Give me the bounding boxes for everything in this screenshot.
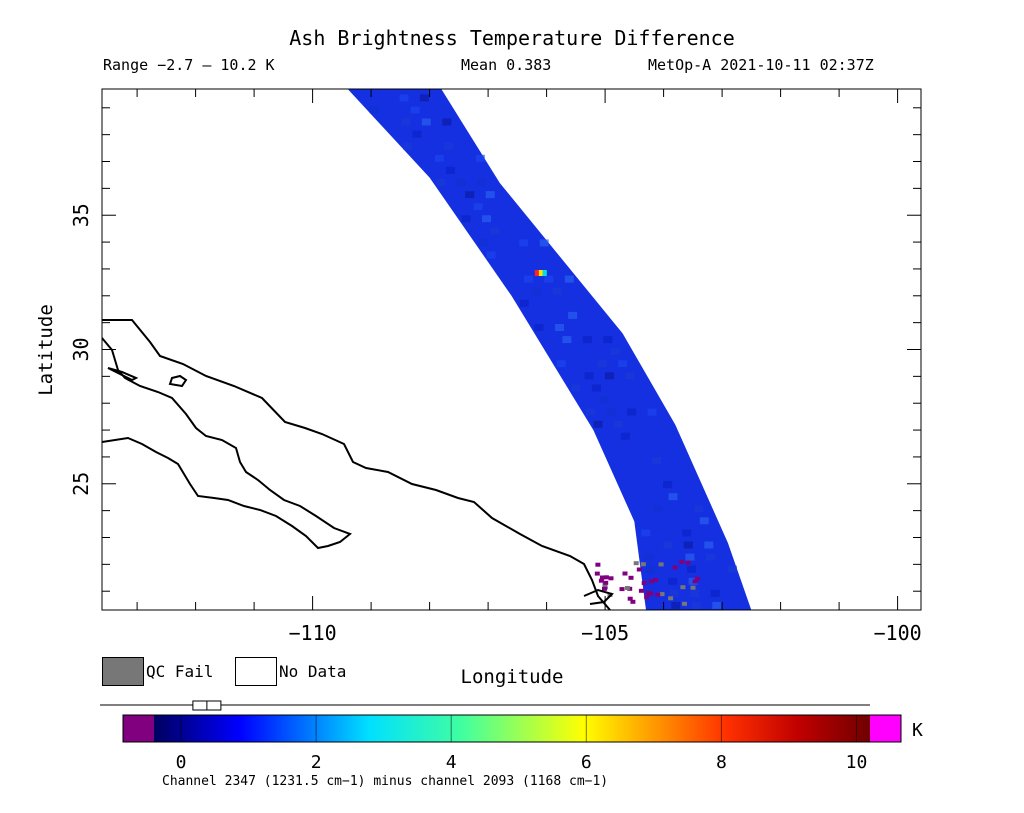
colorbar-tick-label: 2 <box>311 752 322 773</box>
x-tick-label: −110 <box>289 621 337 645</box>
mean-readout: Mean 0.383 <box>461 56 552 74</box>
map-frame <box>101 88 922 611</box>
y-tick-label: 30 <box>69 337 93 361</box>
colorbar-unit: K <box>912 720 923 741</box>
hotspot-pixels <box>534 270 547 276</box>
satellite-swath <box>347 89 752 610</box>
x-axis: −110 −105 −100 <box>136 89 922 645</box>
qc-fail-label: QC Fail <box>146 662 214 681</box>
colorbar-ticks: 0 2 4 6 8 10 <box>176 715 868 773</box>
colorbar-over-swatch <box>870 715 901 742</box>
colorbar-tick-label: 10 <box>846 752 868 773</box>
y-axis-label: Latitude <box>35 304 57 396</box>
chart-title: Ash Brightness Temperature Difference <box>289 26 735 50</box>
colorbar-tick-label: 8 <box>716 752 727 773</box>
colorbar-tick-label: 4 <box>446 752 457 773</box>
colorbar-tick-label: 0 <box>176 752 187 773</box>
x-axis-label: Longitude <box>460 666 564 688</box>
x-tick-label: −100 <box>874 621 922 645</box>
x-tick-label: −105 <box>581 621 629 645</box>
colorbar-caption: Channel 2347 (1231.5 cm−1) minus channel… <box>162 774 609 789</box>
coastline <box>102 319 614 610</box>
colorbar-frame <box>122 714 902 743</box>
no-data-swatch <box>235 657 277 686</box>
qc-fail-swatch <box>102 657 144 686</box>
colorbar-under-swatch <box>123 715 154 742</box>
y-axis: 35 30 25 <box>69 107 921 592</box>
range-readout: Range −2.7 – 10.2 K <box>103 56 275 74</box>
colorbar-gradient <box>154 715 870 742</box>
swath-texture <box>369 94 737 609</box>
y-tick-label: 35 <box>69 203 93 227</box>
satellite-timestamp: MetOp-A 2021-10-11 02:37Z <box>648 56 874 74</box>
no-data-label: No Data <box>279 662 347 681</box>
y-tick-label: 25 <box>69 472 93 496</box>
colorbar-tick-label: 6 <box>581 752 592 773</box>
